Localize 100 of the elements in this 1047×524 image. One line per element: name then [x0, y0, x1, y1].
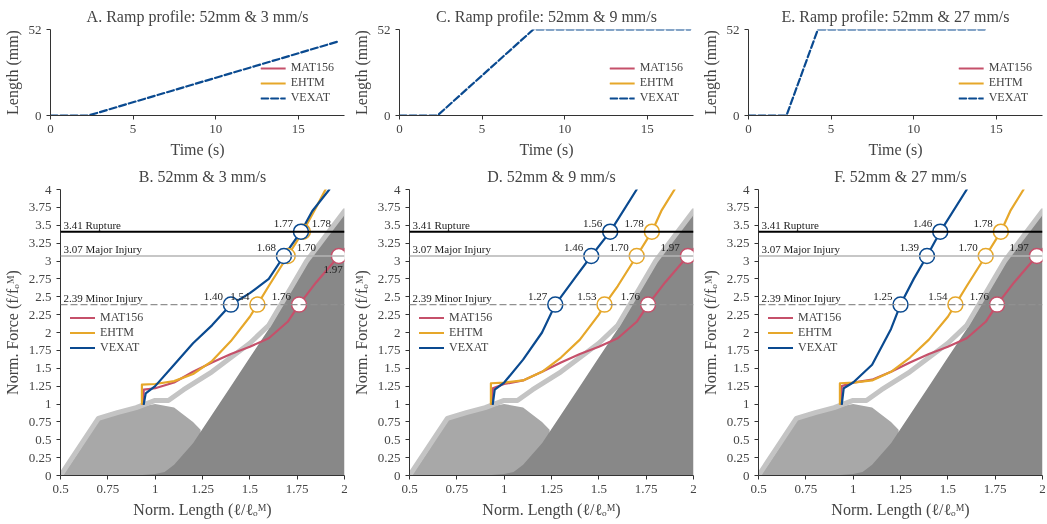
y-tick-label: 52 — [28, 21, 42, 37]
point — [547, 296, 564, 313]
y-tick-label: 0 — [733, 107, 740, 123]
x-axis-title: Time (s) — [170, 140, 225, 159]
annotation: 1.25 — [873, 289, 893, 302]
x-tick-label: 0.75 — [96, 480, 120, 496]
x-tick-label: 1.75 — [285, 480, 309, 496]
y-tick-label: 2 — [743, 324, 750, 340]
point — [639, 296, 657, 313]
y-axis-title: Norm. Force (f/fₒᴹ) — [3, 270, 22, 395]
x-axis-title: Norm. Length (ℓ/ℓₒᴹ) — [482, 500, 621, 519]
x-tick-label: 1.25 — [889, 480, 912, 496]
x-tick-label: 5 — [827, 120, 835, 136]
annotation: 1.76 — [620, 289, 641, 302]
y-tick-label: 0 — [394, 467, 401, 483]
legend-label: VEXAT — [449, 339, 489, 355]
x-tick-label: 1.5 — [939, 480, 956, 496]
x-tick-label: 1 — [500, 480, 508, 496]
y-tick-label: 2 — [45, 324, 52, 340]
x-tick-label: 5 — [478, 120, 486, 136]
y-tick-label: 3 — [394, 253, 401, 268]
y-tick-label: 1.75 — [28, 342, 52, 358]
y-tick-label: 4 — [45, 181, 52, 197]
y-tick-label: 4 — [394, 181, 401, 197]
x-tick-label: 1.75 — [634, 480, 658, 496]
y-tick-label: 0 — [743, 467, 750, 483]
y-axis-title: Norm. Force (f/fₒᴹ) — [701, 270, 720, 395]
y-tick-label: 3.75 — [28, 199, 52, 215]
chart-title: C. Ramp profile: 52mm & 9 mm/s — [436, 7, 657, 26]
x-tick-label: 15 — [989, 120, 1003, 136]
y-tick-label: 2 — [394, 324, 401, 340]
x-tick-label: 0.75 — [445, 480, 469, 496]
legend-label: VEXAT — [639, 90, 679, 105]
x-tick-label: 15 — [640, 120, 654, 136]
y-tick-label: 3.75 — [377, 199, 401, 215]
x-tick-label: 1.25 — [540, 480, 563, 496]
annotation: 1.53 — [577, 289, 598, 302]
y-tick-label: 2.75 — [726, 270, 750, 286]
legend-label: VEXAT — [100, 339, 140, 355]
y-tick-label: 2.25 — [28, 306, 52, 322]
y-tick-label: 3.25 — [726, 235, 750, 251]
legend-label: EHTM — [798, 324, 832, 340]
annotation: 1.76 — [969, 289, 990, 302]
y-tick-label: 0 — [384, 107, 391, 123]
y-tick-label: 1.5 — [733, 360, 750, 376]
annotation: 1.78 — [624, 216, 645, 229]
y-tick-label: 4 — [743, 181, 750, 197]
y-tick-label: 1 — [743, 396, 750, 411]
ref-line-label: 3.41 Rupture — [412, 218, 471, 231]
legend-label: MAT156 — [290, 60, 334, 75]
y-tick-label: 3.5 — [733, 217, 750, 233]
annotation: 1.40 — [203, 289, 224, 302]
y-tick-label: 2.75 — [377, 270, 401, 286]
annotation: 1.68 — [256, 240, 277, 253]
y-tick-label: 2.5 — [384, 288, 401, 304]
y-tick-label: 1 — [45, 396, 52, 411]
ref-line-label: 3.41 Rupture — [761, 218, 820, 231]
y-tick-label: 3.25 — [377, 235, 401, 251]
legend-label: VEXAT — [798, 339, 838, 355]
y-tick-label: 0.75 — [377, 413, 401, 429]
x-tick-label: 10 — [209, 120, 223, 136]
x-tick-label: 1.75 — [983, 480, 1007, 496]
y-tick-label: 2.5 — [733, 288, 750, 304]
y-tick-label: 52 — [377, 21, 391, 37]
y-tick-label: 0 — [35, 107, 42, 123]
y-axis-title: Norm. Force (f/fₒᴹ) — [352, 270, 371, 395]
y-tick-label: 3.75 — [726, 199, 750, 215]
y-tick-label: 2.5 — [35, 288, 52, 304]
x-tick-label: 1.5 — [241, 480, 258, 496]
y-tick-label: 52 — [726, 21, 740, 37]
y-tick-label: 1.5 — [384, 360, 401, 376]
y-tick-label: 1.5 — [35, 360, 52, 376]
annotation: 1.76 — [271, 289, 292, 302]
y-tick-label: 1.25 — [28, 378, 52, 394]
x-tick-label: 5 — [129, 120, 137, 136]
chart-title: A. Ramp profile: 52mm & 3 mm/s — [86, 7, 309, 26]
x-tick-label: 2 — [1039, 480, 1046, 496]
ref-line-label: 3.41 Rupture — [63, 218, 122, 231]
legend-label: EHTM — [100, 324, 134, 340]
y-tick-label: 0.75 — [726, 413, 750, 429]
annotation: 1.46 — [913, 216, 933, 229]
y-tick-label: 3 — [743, 253, 750, 268]
point — [947, 296, 964, 313]
legend-label: EHTM — [449, 324, 483, 340]
annotation: 1.78 — [973, 216, 994, 229]
chart-title: D. 52mm & 9 mm/s — [487, 167, 616, 185]
x-tick-label: 2 — [690, 480, 697, 496]
y-tick-label: 0.5 — [384, 431, 401, 447]
y-tick-label: 2.25 — [377, 306, 401, 322]
annotation: 1.70 — [296, 240, 317, 253]
x-axis-title: Norm. Length (ℓ/ℓₒᴹ) — [133, 500, 272, 519]
y-axis-title: Length (mm) — [352, 30, 371, 115]
y-tick-label: 3.5 — [384, 217, 401, 233]
ref-line-label: 3.07 Major Injury — [761, 242, 841, 255]
y-axis-title: Length (mm) — [701, 30, 720, 115]
annotation: 1.70 — [958, 240, 979, 253]
annotation: 1.27 — [528, 289, 548, 302]
legend-label: MAT156 — [988, 60, 1032, 75]
legend-label: VEXAT — [290, 90, 330, 105]
annotation: 1.70 — [609, 240, 630, 253]
